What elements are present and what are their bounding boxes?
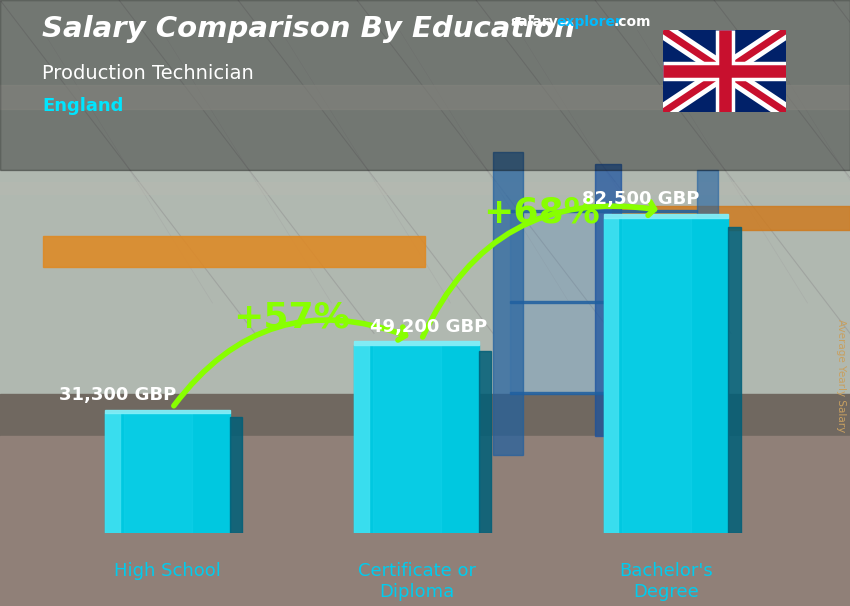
Text: Production Technician: Production Technician xyxy=(42,64,254,82)
Text: +57%: +57% xyxy=(234,301,350,335)
Text: salary: salary xyxy=(510,15,558,29)
Bar xyxy=(493,152,523,454)
Bar xyxy=(0,85,850,109)
Bar xyxy=(354,345,479,533)
Text: 49,200 GBP: 49,200 GBP xyxy=(371,318,488,336)
Bar xyxy=(604,218,728,533)
Text: High School: High School xyxy=(114,562,221,581)
Bar xyxy=(595,164,620,436)
Text: Certificate or
Diploma: Certificate or Diploma xyxy=(358,562,475,601)
Bar xyxy=(0,436,850,606)
Text: England: England xyxy=(42,97,124,115)
Bar xyxy=(697,170,718,424)
Text: Bachelor's
Degree: Bachelor's Degree xyxy=(619,562,712,601)
Text: 82,500 GBP: 82,500 GBP xyxy=(582,190,700,208)
Bar xyxy=(612,206,850,230)
Bar xyxy=(510,392,697,394)
Bar xyxy=(0,0,850,170)
Text: +68%: +68% xyxy=(483,195,599,229)
Bar xyxy=(42,236,425,267)
Bar xyxy=(622,218,691,533)
Bar xyxy=(105,413,230,533)
Bar xyxy=(604,218,619,533)
Bar xyxy=(123,413,192,533)
Bar xyxy=(230,417,242,533)
Bar xyxy=(354,341,479,345)
Bar xyxy=(105,410,230,413)
Text: .com: .com xyxy=(614,15,651,29)
Bar xyxy=(0,0,850,394)
Bar xyxy=(510,212,697,394)
Bar xyxy=(354,345,369,533)
Text: explorer: explorer xyxy=(557,15,622,29)
Bar xyxy=(604,214,728,218)
Bar xyxy=(0,394,850,606)
Text: Salary Comparison By Education: Salary Comparison By Education xyxy=(42,15,575,43)
Bar xyxy=(373,345,441,533)
Bar xyxy=(510,210,697,212)
Bar xyxy=(510,301,697,303)
Bar xyxy=(728,227,740,533)
Bar xyxy=(105,413,120,533)
Bar xyxy=(479,351,491,533)
Text: Average Yearly Salary: Average Yearly Salary xyxy=(836,319,846,432)
Bar xyxy=(0,182,850,194)
Text: 31,300 GBP: 31,300 GBP xyxy=(59,387,176,404)
